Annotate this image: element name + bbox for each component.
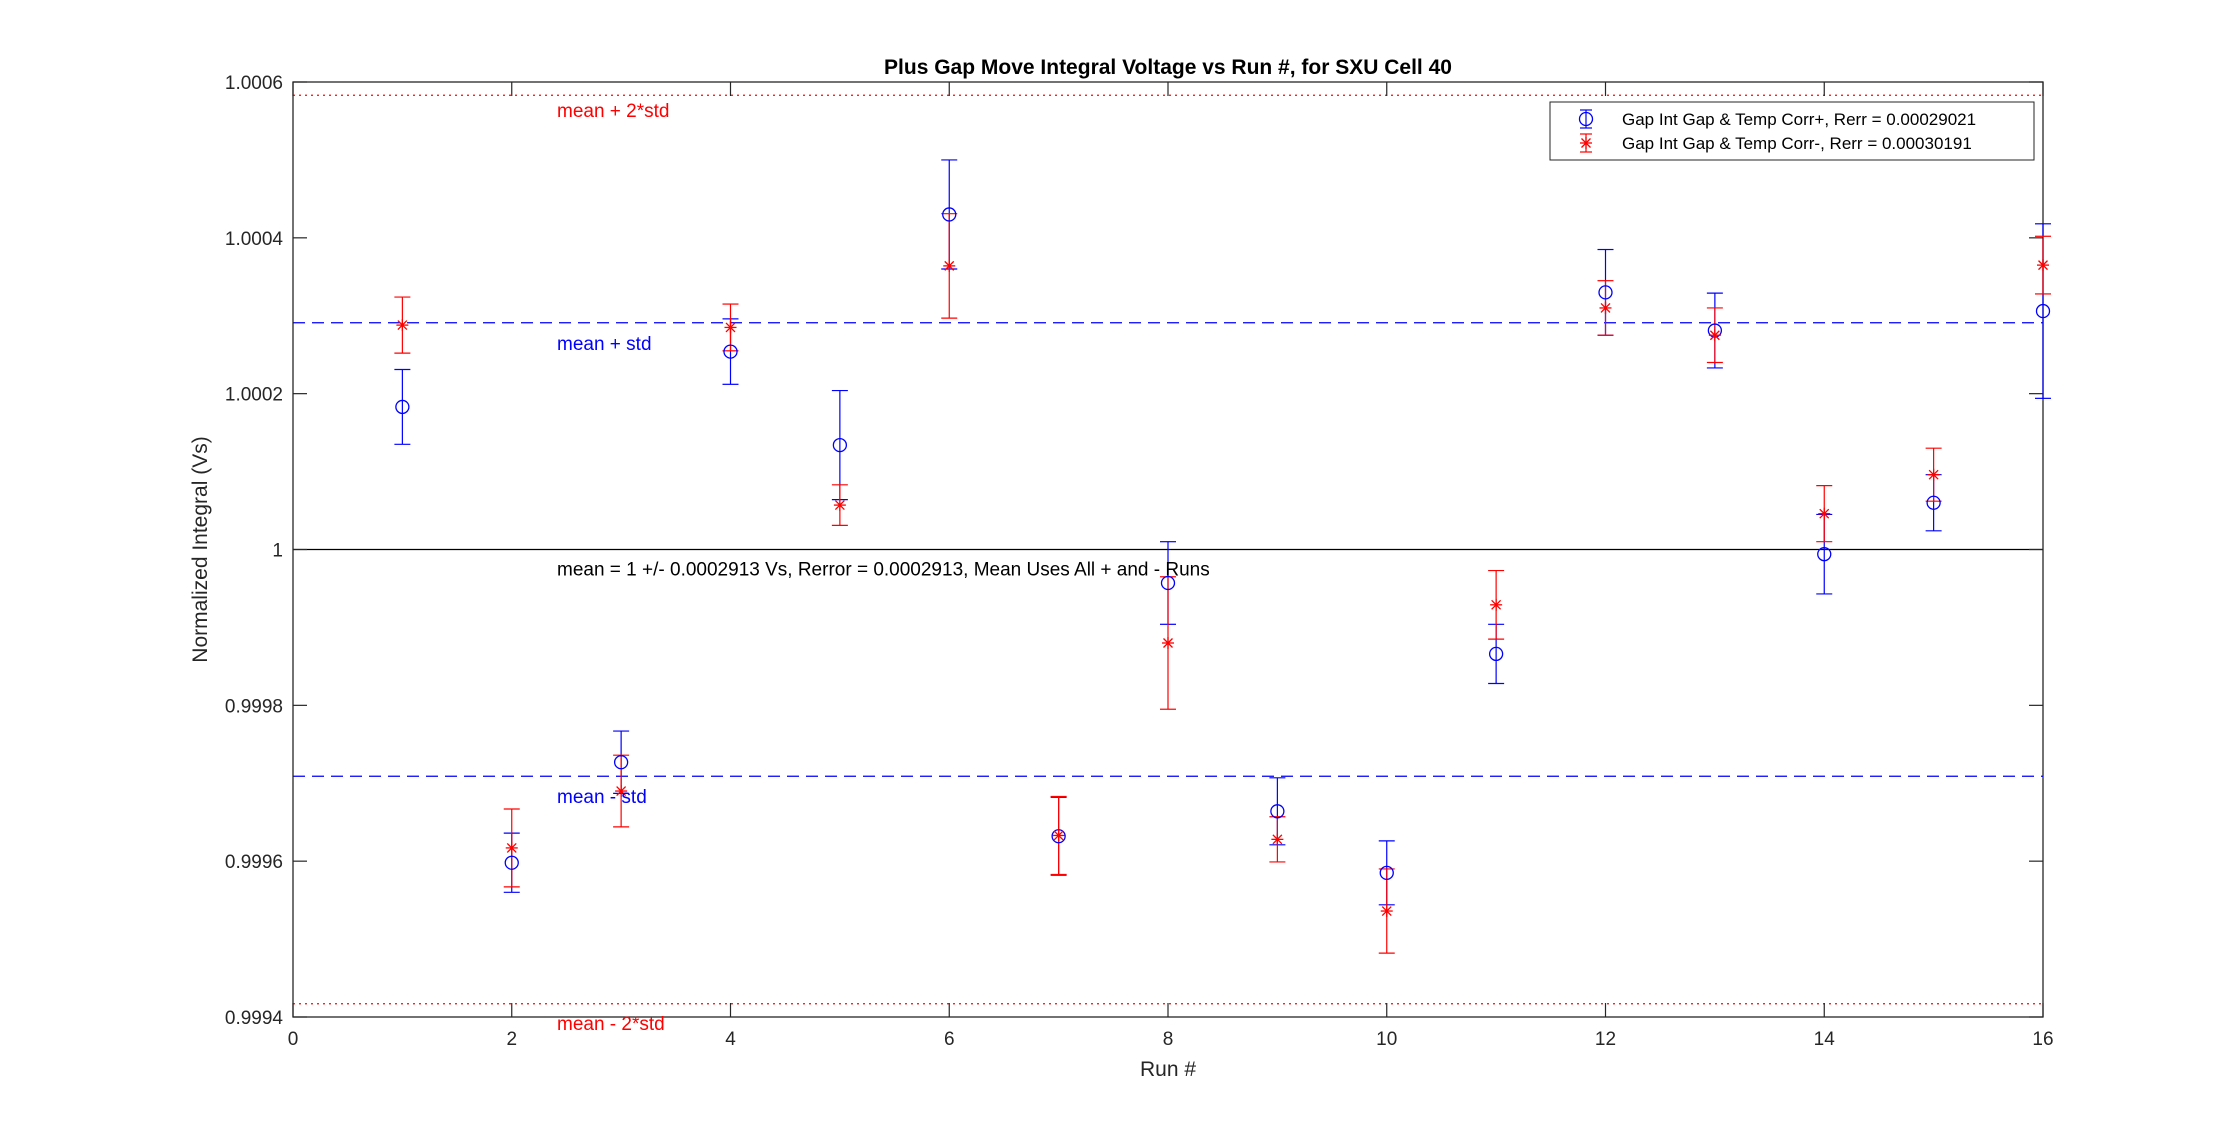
data-point-asterisk [615,785,628,798]
data-point-circle [723,344,738,359]
data-point-asterisk [1271,833,1284,846]
data-point-asterisk [1818,507,1831,520]
y-tick-label: 0.9994 [225,1008,284,1029]
data-point-asterisk [505,841,518,854]
data-point-circle [1598,285,1613,300]
data-point-asterisk [2037,259,2049,272]
axis-ticks: 0 2 4 6 8 10 12 14 16 0.9994 0.9996 0.9998 1 1.0002 1.… [225,73,2054,1050]
data-point-circle [1160,575,1176,591]
chart-title: Plus Gap Move Integral Voltage vs Run #,… [884,56,1452,79]
data-point-asterisk [1162,637,1174,649]
data-point-circle [832,437,848,453]
data-point-circle [942,207,957,222]
x-tick-label: 10 [1376,1029,1397,1050]
x-tick-label: 0 [288,1029,299,1050]
legend-entry: Gap Int Gap & Temp Corr+, Rerr = 0.00029… [1578,109,1976,129]
data-point-asterisk [396,319,409,332]
x-tick-label: 6 [944,1029,955,1050]
x-tick-label: 14 [1814,1029,1836,1050]
reference-line-label: mean - 2*std [557,1014,665,1035]
reference-line-label: mean + 2*std [557,101,670,122]
data-point-asterisk [1927,468,1940,481]
data-point-asterisk [1580,137,1592,149]
data-point-circle [1379,865,1394,881]
data-point-asterisk [1052,829,1065,842]
y-axis-label: Normalized Integral (Vs) [189,436,212,662]
y-tick-label: 1.0004 [225,229,284,250]
reference-line-labels: mean + 2*std mean + std mean = 1 +/- 0.000… [557,101,1210,1035]
data-markers [395,207,2051,918]
y-tick-label: 1.0002 [225,385,283,406]
legend-label: Gap Int Gap & Temp Corr-, Rerr = 0.00030… [1622,134,1972,153]
y-tick-label: 0.9998 [225,696,283,717]
data-point-asterisk [1380,905,1393,918]
data-point-circle [1926,495,1941,510]
data-point-circle [1270,804,1285,819]
data-point-asterisk [833,499,846,512]
data-point-asterisk [1708,329,1721,342]
data-point-asterisk [1490,598,1503,611]
x-tick-label: 16 [2032,1029,2053,1050]
data-point-asterisk [724,321,737,334]
y-tick-label: 1.0006 [225,73,283,94]
legend-entry: Gap Int Gap & Temp Corr-, Rerr = 0.00030… [1580,133,1972,153]
reference-line-label: mean = 1 +/- 0.0002913 Vs, Rerror = 0.00… [557,560,1210,581]
data-point-circle [2035,303,2051,319]
x-axis-label: Run # [1140,1058,1196,1081]
plot-area: mean + 2*std mean + std mean = 1 +/- 0.000… [225,73,2054,1050]
y-tick-label: 0.9996 [225,852,283,873]
x-tick-label: 2 [506,1029,517,1050]
data-point-circle [1578,111,1594,127]
legend-box [1549,101,2035,161]
data-point-circle [1817,547,1832,562]
legend: Gap Int Gap & Temp Corr+, Rerr = 0.00029… [1549,101,2035,161]
y-tick-label: 1 [272,541,283,562]
x-tick-label: 4 [725,1029,736,1050]
data-point-circle [504,855,519,870]
data-point-asterisk [943,259,956,272]
legend-label: Gap Int Gap & Temp Corr+, Rerr = 0.00029… [1622,110,1976,129]
x-tick-label: 12 [1595,1029,1616,1050]
data-point-circle [1488,646,1504,662]
data-point-circle [395,399,410,415]
x-tick-label: 8 [1163,1029,1174,1050]
reference-line-label: mean + std [557,334,652,355]
data-point-asterisk [1599,301,1612,314]
reference-line-label: mean - std [557,787,647,808]
data-point-circle [613,755,629,770]
